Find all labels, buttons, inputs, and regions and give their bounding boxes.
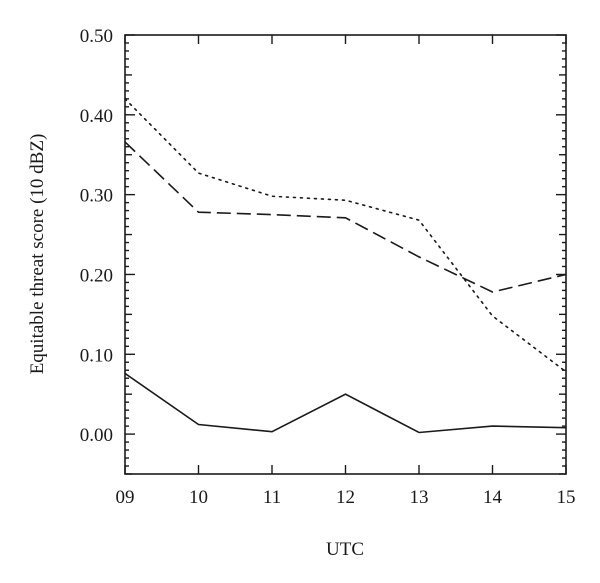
series-group <box>124 98 567 434</box>
axis-ticks <box>124 34 567 475</box>
x-tick-label: 10 <box>189 487 208 508</box>
y-tick-label: 0.10 <box>80 345 113 366</box>
x-tick-label: 14 <box>483 487 503 508</box>
y-tick-label: 0.30 <box>80 186 113 207</box>
x-axis-title: UTC <box>326 539 364 560</box>
x-tick-label: 13 <box>410 487 429 508</box>
series-line-solid <box>124 372 567 434</box>
y-tick-label: 0.00 <box>80 425 113 446</box>
x-tick-label: 09 <box>116 487 135 508</box>
series-line-dotted <box>124 98 567 373</box>
y-tick-label: 0.40 <box>80 106 113 127</box>
x-tick-label: 15 <box>557 487 576 508</box>
y-axis-title: Equitable threat score (10 dBZ) <box>27 134 48 375</box>
series-line-dashed <box>124 141 567 293</box>
y-tick-label: 0.50 <box>80 26 113 47</box>
plot-frame <box>124 34 567 475</box>
x-tick-label: 11 <box>263 487 281 508</box>
tick-labels: 09 10 11 12 13 14 15 0.00 0.10 0.20 0.30 0.40 0.50 <box>80 26 576 508</box>
y-tick-label: 0.20 <box>80 265 113 286</box>
x-tick-label: 12 <box>336 487 355 508</box>
